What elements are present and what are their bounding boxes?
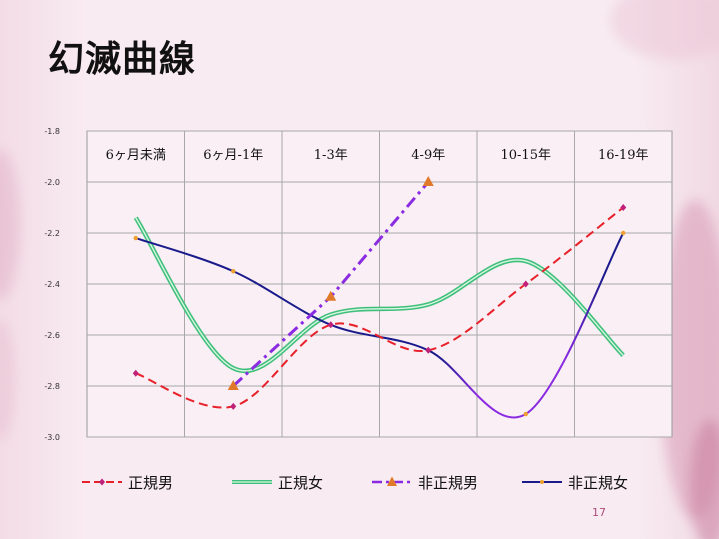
- legend-item: 正規男: [80, 468, 173, 496]
- series-point-regular-male: [230, 402, 237, 410]
- x-category-label: 4-9年: [411, 148, 445, 163]
- x-category-label: 10-15年: [501, 148, 551, 163]
- series-line-regular-female-inner: [135, 217, 624, 372]
- series-point-nonregular-male: [422, 176, 434, 186]
- legend-swatch: [232, 480, 272, 484]
- x-category-label: 1-3年: [314, 148, 348, 163]
- series-point-nonregular-female: [133, 235, 138, 241]
- x-category-label: 6ヶ月未満: [106, 148, 166, 163]
- series-point-nonregular-female: [231, 269, 236, 274]
- y-tick-label: -2.4: [44, 280, 60, 289]
- series-point-regular-male: [132, 369, 139, 377]
- page-title: 幻滅曲線: [48, 38, 197, 80]
- y-tick-label: -2.8: [44, 382, 60, 391]
- legend-swatch: [522, 480, 562, 484]
- legend-swatch: [82, 478, 122, 486]
- x-category-label: 6ヶ月-1年: [203, 148, 263, 163]
- y-tick-label: -3.0: [44, 433, 60, 442]
- series-point-regular-male: [620, 204, 627, 211]
- legend-label: 正規男: [128, 473, 174, 492]
- brush-decoration: [0, 320, 15, 440]
- page-number: 17: [592, 506, 606, 519]
- x-category-label: 16-19年: [598, 148, 648, 163]
- series-point-nonregular-male: [227, 380, 239, 390]
- series-point-regular-male: [522, 280, 529, 288]
- legend-swatch: [372, 476, 412, 486]
- legend-item: 正規女: [230, 468, 323, 496]
- series-point-nonregular-female: [523, 411, 528, 417]
- legend-item: 非正規女: [520, 468, 628, 496]
- brush-decoration: [690, 420, 719, 539]
- series-line-regular-male: [135, 206, 624, 409]
- y-tick-label: -2.2: [44, 229, 60, 238]
- series-point-regular-male: [425, 346, 432, 354]
- series-point-regular-male: [327, 321, 334, 329]
- y-tick-label: -2.0: [44, 178, 60, 187]
- y-tick-label: -2.6: [44, 331, 60, 340]
- brush-decoration: [0, 150, 20, 300]
- legend-item: 非正規男: [370, 468, 478, 496]
- legend-label: 非正規女: [568, 473, 629, 492]
- y-tick-label: -1.8: [44, 127, 60, 136]
- series-point-nonregular-female: [621, 230, 626, 236]
- series-point-nonregular-male: [325, 290, 337, 301]
- legend-label: 非正規男: [418, 473, 479, 492]
- legend-label: 正規女: [278, 473, 324, 492]
- chart-legend: 正規男 正規女 非正規男 非正規女: [80, 468, 680, 496]
